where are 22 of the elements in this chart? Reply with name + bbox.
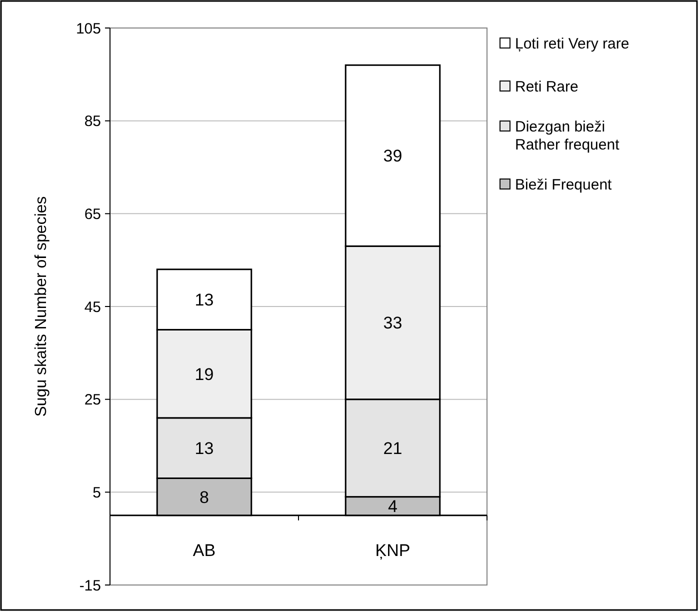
data-label: 13 [194,439,214,458]
data-label: 8 [200,488,209,507]
y-tick-label: 105 [76,20,101,38]
x-tick-label: AB [192,541,216,560]
data-label: 4 [388,497,398,516]
y-tick-label: -15 [79,577,101,594]
y-tick-label: 45 [84,298,101,316]
data-label: 13 [194,290,214,310]
y-tick-label: 25 [84,392,101,409]
data-label: 39 [383,146,402,166]
y-tick-label: 5 [92,484,101,502]
y-tick-label: 65 [84,206,101,223]
legend-label: Reti Rare [515,78,578,96]
data-label: 33 [383,314,402,333]
x-tick-label: ĶNP [375,541,410,560]
legend-label: Bieži Frequent [515,176,613,194]
data-label: 21 [383,439,402,458]
data-label: 19 [194,364,214,384]
y-axis-title: Sugu skaits Number of species [33,196,50,417]
legend-label: Diezgan bieži Rather frequent [515,118,620,154]
legend-label: Ļoti reti Very rare [515,35,630,52]
y-tick-label: 85 [84,113,101,130]
